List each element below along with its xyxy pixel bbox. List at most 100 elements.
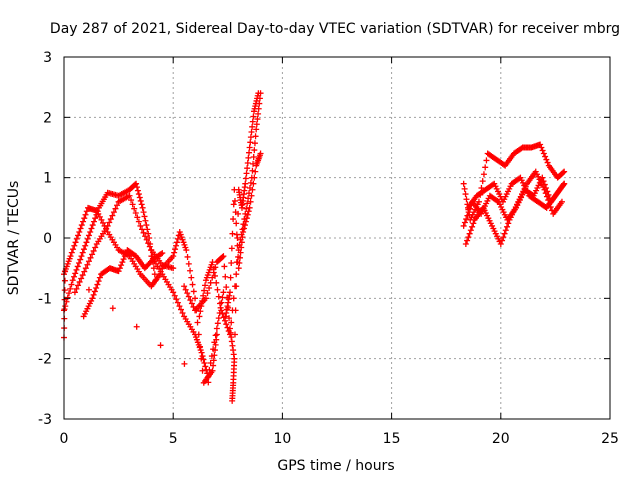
data-point [243, 215, 250, 222]
data-point [227, 274, 234, 281]
data-point [234, 235, 241, 241]
data-point [505, 220, 512, 227]
data-point [114, 202, 121, 209]
data-point [181, 283, 188, 290]
data-point [112, 205, 119, 212]
data-point [247, 198, 254, 205]
data-point [233, 271, 240, 278]
data-point [504, 223, 511, 230]
data-point [174, 299, 181, 306]
data-point [171, 292, 178, 299]
data-point [206, 284, 213, 291]
data-point [172, 246, 179, 253]
data-point [84, 261, 91, 268]
data-point [255, 90, 262, 97]
data-point [220, 253, 227, 260]
data-point [500, 234, 507, 241]
data-point [231, 355, 238, 362]
data-point [205, 379, 212, 386]
series-track-d [80, 247, 166, 320]
x-tick-label: 0 [60, 431, 69, 447]
y-tick-label: -2 [38, 352, 52, 368]
data-point [214, 286, 221, 293]
data-point [244, 200, 251, 207]
data-point [249, 118, 256, 125]
data-point [230, 216, 237, 223]
data-point [502, 227, 509, 234]
data-point [240, 228, 247, 235]
data-point [479, 178, 486, 185]
data-point [140, 229, 147, 236]
series-track-a [61, 180, 159, 314]
data-point [242, 218, 249, 225]
data-point [209, 259, 216, 266]
y-tick-label: 3 [43, 50, 52, 66]
data-point [116, 265, 123, 272]
data-point [81, 268, 88, 275]
data-point [129, 201, 136, 208]
data-point [159, 250, 166, 257]
data-point [115, 268, 122, 275]
data-point [543, 193, 550, 200]
data-point [109, 305, 116, 312]
data-point [145, 240, 152, 247]
data-point [228, 319, 235, 326]
data-point [537, 141, 544, 148]
data-point [499, 237, 506, 244]
data-point [560, 169, 567, 176]
data-point [133, 323, 140, 330]
data-point [213, 336, 220, 343]
data-point [68, 281, 75, 288]
data-point [145, 230, 152, 237]
data-point [561, 168, 568, 175]
data-point [464, 212, 471, 219]
data-point [190, 288, 197, 295]
data-point [233, 283, 240, 290]
data-point [143, 222, 150, 229]
data-point [171, 249, 178, 256]
data-point [90, 218, 97, 225]
data-point [466, 230, 473, 237]
data-point [245, 195, 252, 202]
data-point [133, 180, 140, 187]
data-point [212, 347, 219, 354]
data-point [183, 247, 190, 254]
x-tick-label: 15 [383, 431, 401, 447]
data-point [246, 144, 253, 151]
data-point [232, 307, 239, 314]
data-point [82, 265, 89, 272]
data-point [79, 272, 86, 279]
data-point [64, 294, 71, 301]
data-point [219, 253, 226, 260]
data-point [462, 241, 469, 248]
data-point [221, 263, 228, 270]
data-point [158, 250, 165, 257]
data-point [225, 328, 232, 335]
data-point [85, 232, 92, 239]
data-point [78, 275, 85, 282]
data-point [144, 226, 151, 233]
data-point [136, 194, 143, 201]
data-point [236, 254, 243, 261]
data-point [235, 210, 242, 217]
data-point [211, 352, 218, 359]
data-point [233, 259, 240, 266]
data-point [242, 175, 249, 182]
data-point [76, 228, 83, 235]
data-point [78, 253, 85, 260]
data-point [121, 253, 128, 260]
data-point [210, 357, 217, 364]
data-point [67, 285, 74, 292]
data-point [257, 150, 264, 157]
series-track-f [159, 228, 220, 386]
data-point [542, 153, 549, 160]
data-point [173, 242, 180, 249]
y-tick-label: 1 [43, 171, 52, 187]
data-point [213, 331, 220, 338]
data-point [93, 207, 100, 214]
data-point [460, 180, 467, 187]
data-point [89, 295, 96, 302]
data-point [83, 239, 90, 246]
x-tick-label: 5 [169, 431, 178, 447]
